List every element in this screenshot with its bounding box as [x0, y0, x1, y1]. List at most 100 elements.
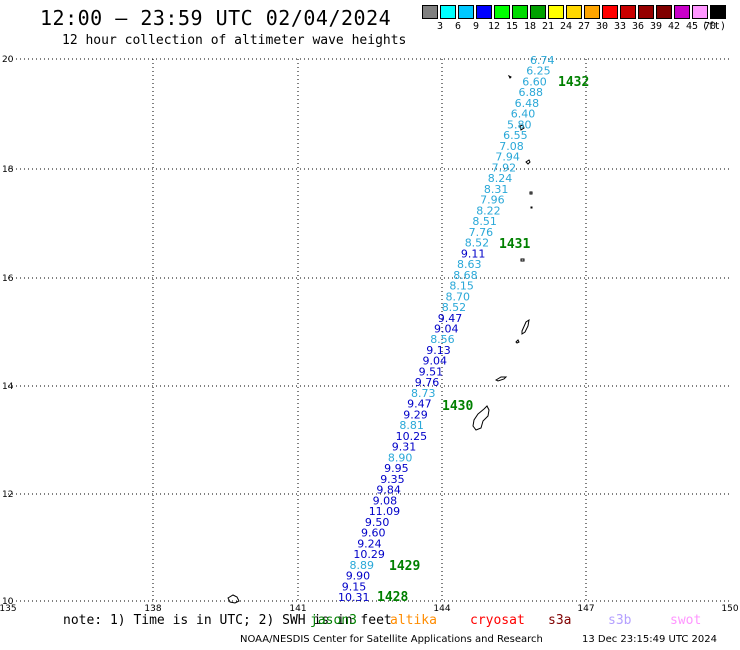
legend-swatch [440, 5, 456, 19]
legend-swatch [494, 5, 510, 19]
legend-swatch [584, 5, 600, 19]
legend-label: 9 [472, 21, 480, 32]
island-southwest [227, 594, 240, 604]
pass-time-label: 1432 [558, 75, 589, 90]
graticule: 135 138 141 144 147 150 20 18 16 14 12 10 [0, 55, 739, 614]
wave-height-value: 9.04 [434, 323, 459, 336]
legend-swatch [512, 5, 528, 19]
wave-height-value: 8.31 [484, 183, 509, 196]
longitude-label: 150 [721, 604, 738, 614]
wave-height-value: 9.76 [415, 376, 440, 389]
satellite-label: cryosat [470, 613, 525, 628]
wave-height-value: 10.31 [338, 591, 370, 604]
wave-height-value: 8.51 [472, 215, 497, 228]
island-tinian [515, 339, 520, 344]
longitude-label: 138 [144, 604, 161, 614]
legend-label: 15 [505, 21, 519, 32]
legend-swatch [422, 5, 438, 19]
legend-swatch [566, 5, 582, 19]
legend-label: 30 [595, 21, 609, 32]
wave-height-value: 5.80 [507, 118, 532, 131]
legend-swatch [476, 5, 492, 19]
satellite-label: jason3 [310, 613, 357, 628]
map-subtitle: 12 hour collection of altimeter wave hei… [62, 33, 407, 48]
latitude-label: 12 [2, 490, 13, 500]
wave-height-value: 6.40 [511, 108, 536, 121]
wave-height-value: 8.15 [449, 280, 474, 293]
wave-height-value: 8.56 [430, 333, 455, 346]
wave-height-value: 7.76 [469, 226, 494, 239]
wave-height-value: 9.29 [403, 408, 428, 421]
wave-height-value: 9.08 [373, 494, 398, 507]
wave-height-value: 8.63 [457, 258, 482, 271]
legend-label: (ft) [701, 21, 727, 32]
legend-label: 33 [613, 21, 627, 32]
wave-height-value: 9.60 [361, 527, 386, 540]
wave-height-value: 8.81 [399, 419, 424, 432]
wave-height-value: 7.96 [480, 194, 505, 207]
island-north [507, 74, 512, 79]
wave-height-value: 8.22 [476, 204, 501, 217]
latitude-label: 14 [2, 382, 14, 392]
wave-height-value: 8.70 [446, 290, 471, 303]
island-rota [494, 376, 508, 382]
legend-swatch [620, 5, 636, 19]
legend-swatch [602, 5, 618, 19]
legend-label: 21 [541, 21, 555, 32]
island-sarigan [520, 258, 525, 262]
wave-height-value: 7.94 [495, 151, 520, 164]
legend-swatch [710, 5, 726, 19]
legend-label: 42 [667, 21, 681, 32]
wave-height-values: 6.746.256.606.886.486.405.806.557.087.94… [338, 54, 555, 604]
wave-height-value: 11.09 [369, 505, 401, 518]
wave-height-value: 6.74 [530, 54, 555, 67]
legend-label: 45 [685, 21, 699, 32]
longitude-label: 135 [0, 604, 17, 614]
wave-height-value: 7.92 [492, 161, 516, 174]
wave-height-value: 9.04 [423, 355, 448, 368]
credit-text: NOAA/NESDIS Center for Satellite Applica… [240, 634, 543, 645]
wave-height-value: 9.47 [438, 312, 463, 325]
legend-swatch [674, 5, 690, 19]
satellite-label: swot [670, 613, 702, 628]
island-pagan [525, 159, 531, 165]
satellite-label: altika [390, 613, 437, 628]
wave-height-value: 7.08 [499, 140, 524, 153]
island-guam [472, 405, 490, 431]
satellite-label: s3a [548, 613, 572, 628]
island-saipan [521, 318, 530, 335]
latitude-label: 18 [2, 165, 14, 175]
wave-height-value: 9.35 [380, 473, 405, 486]
wave-height-value: 9.95 [384, 462, 409, 475]
wave-height-value: 6.48 [515, 97, 540, 110]
legend-swatch [458, 5, 474, 19]
legend-label: 18 [523, 21, 537, 32]
island-alamagan [529, 191, 533, 195]
pass-time-label: 1428 [377, 590, 408, 605]
wave-height-value: 10.29 [353, 548, 385, 561]
generation-timestamp: 13 Dec 23:15:49 UTC 2024 [582, 634, 717, 645]
legend-label: 24 [559, 21, 573, 32]
island-anatahan [519, 124, 525, 131]
map-title: 12:00 – 23:59 UTC 02/04/2024 [40, 6, 392, 30]
legend-label: 70 [703, 21, 717, 32]
pass-labels: 1432 1431 1430 1429 1428 [377, 75, 589, 605]
longitude-label: 144 [433, 604, 450, 614]
wave-height-value: 9.47 [407, 398, 432, 411]
wave-height-value: 8.73 [411, 387, 436, 400]
pass-time-label: 1429 [389, 559, 420, 574]
wave-height-value: 6.88 [519, 86, 544, 99]
legend-label: 3 [436, 21, 444, 32]
wave-height-value: 6.25 [526, 65, 551, 78]
wave-height-value: 8.52 [442, 301, 467, 314]
wave-height-value: 8.89 [350, 559, 375, 572]
wave-height-value: 8.52 [465, 237, 490, 250]
longitude-label: 147 [577, 604, 594, 614]
wave-height-value: 9.11 [461, 247, 486, 260]
wave-height-value: 6.60 [522, 76, 547, 89]
wave-height-value: 9.31 [392, 441, 417, 454]
wave-height-value: 9.13 [426, 344, 451, 357]
latitude-label: 10 [2, 597, 14, 607]
pass-time-label: 1431 [499, 237, 530, 252]
